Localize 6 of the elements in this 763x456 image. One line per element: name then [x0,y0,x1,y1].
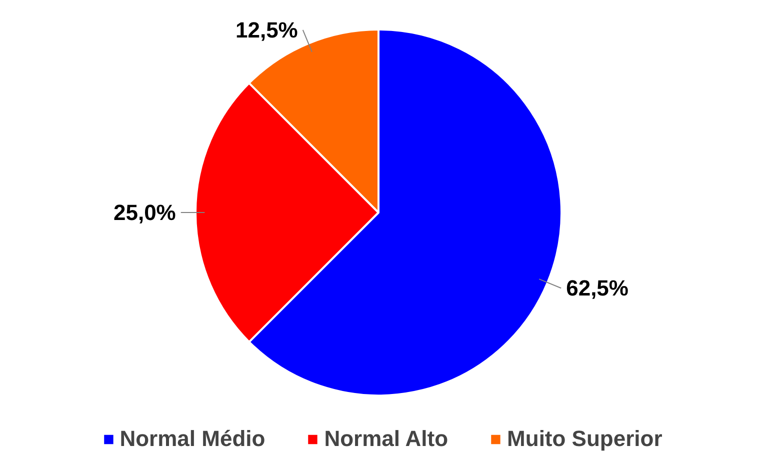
legend-label: Normal Alto [324,426,448,452]
data-label: 25,0% [113,200,176,225]
legend-label: Normal Médio [120,426,266,452]
legend-label: Muito Superior [507,426,662,452]
data-label: 12,5% [235,17,298,42]
data-label: 62,5% [566,276,628,301]
